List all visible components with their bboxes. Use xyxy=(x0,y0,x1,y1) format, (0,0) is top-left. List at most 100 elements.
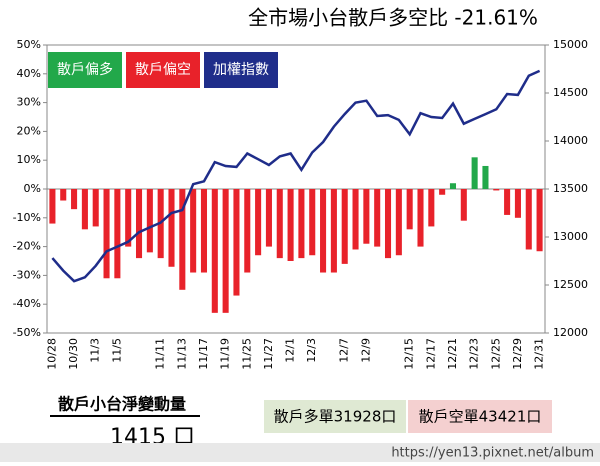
bar xyxy=(482,165,489,189)
bar xyxy=(449,183,457,189)
line xyxy=(51,69,541,283)
y-tick-label: 0% xyxy=(24,182,41,195)
x-tick-label: 11/5 xyxy=(110,338,123,363)
x-tick-label: 10/28 xyxy=(45,338,58,370)
bar xyxy=(352,189,359,250)
bar xyxy=(60,189,67,201)
bar xyxy=(233,189,240,296)
x-tick-label: 10/30 xyxy=(67,338,80,370)
bar xyxy=(255,189,262,256)
bar xyxy=(135,189,143,259)
y-tick-label: 30% xyxy=(17,96,41,109)
legend-label: 加權指數 xyxy=(213,62,269,78)
y-tick-label: -10% xyxy=(13,211,41,224)
bar xyxy=(493,189,500,191)
bar xyxy=(168,189,175,267)
bar xyxy=(125,189,132,247)
bar xyxy=(211,189,218,313)
bar xyxy=(514,189,521,218)
watermark: https://yen13.pixnet.net/album xyxy=(391,446,594,461)
y-tick-label: 10% xyxy=(17,153,41,166)
bar xyxy=(536,189,543,252)
bar xyxy=(504,189,511,215)
short-box xyxy=(408,400,552,433)
bar xyxy=(439,189,446,195)
bar xyxy=(363,189,370,244)
y-tick-label: 20% xyxy=(17,124,41,137)
watermark-band xyxy=(0,443,600,462)
bar xyxy=(471,157,478,189)
bar xyxy=(265,189,272,247)
x-tick-label: 12/31 xyxy=(533,338,546,370)
bar xyxy=(460,189,467,221)
bar xyxy=(417,189,424,247)
y2-tick-label: 14000 xyxy=(553,134,588,147)
x-tick-label: 12/15 xyxy=(403,338,416,370)
bar xyxy=(146,189,153,253)
bar xyxy=(190,189,197,273)
y-tick-label: -20% xyxy=(13,240,41,253)
bar xyxy=(71,189,78,210)
net-label: 散戶小台淨變動量 xyxy=(58,395,186,414)
bar xyxy=(428,189,435,227)
legend-swatch xyxy=(126,52,200,88)
y2-tick-label: 12000 xyxy=(553,326,588,339)
x-tick-label: 12/9 xyxy=(359,338,372,363)
y-tick-label: -50% xyxy=(13,326,41,339)
bar xyxy=(200,189,208,273)
legend-label: 散戶偏多 xyxy=(57,61,113,78)
bar xyxy=(244,189,251,273)
y2-tick-label: 12500 xyxy=(553,278,588,291)
bar xyxy=(103,189,110,279)
bar xyxy=(374,189,381,247)
x-tick-label: 12/1 xyxy=(284,338,297,363)
bar xyxy=(395,189,402,256)
x-tick-label: 11/11 xyxy=(154,338,167,370)
y-tick-label: 50% xyxy=(17,38,41,51)
x-tick-label: 12/21 xyxy=(446,338,459,370)
bar xyxy=(276,189,283,259)
x-tick-label: 11/17 xyxy=(197,338,210,370)
bar xyxy=(179,189,186,290)
bar xyxy=(81,189,88,230)
bar xyxy=(330,189,337,273)
bar xyxy=(384,189,392,259)
y2-tick-label: 15000 xyxy=(553,38,588,51)
long-box xyxy=(264,400,406,433)
long-text: 散戶多單31928口 xyxy=(274,408,397,426)
bar xyxy=(309,189,316,256)
y2-tick-label: 13000 xyxy=(553,230,588,243)
x-tick-label: 12/23 xyxy=(468,338,481,370)
x-tick-label: 11/19 xyxy=(219,338,232,370)
bar xyxy=(320,189,327,273)
y2-tick-label: 14500 xyxy=(553,86,588,99)
x-tick-label: 12/17 xyxy=(424,338,437,370)
y-tick-label: -40% xyxy=(13,297,41,310)
bar xyxy=(341,189,348,264)
bar xyxy=(287,189,294,261)
legend-label: 散戶偏空 xyxy=(135,62,191,78)
bar xyxy=(222,189,229,313)
bar xyxy=(525,189,532,250)
legend-swatch xyxy=(48,52,122,88)
x-tick-label: 12/29 xyxy=(511,338,524,370)
y-tick-label: -30% xyxy=(13,268,41,281)
x-tick-label: 11/13 xyxy=(175,338,188,370)
x-tick-label: 11/25 xyxy=(240,338,253,370)
x-tick-label: 12/7 xyxy=(338,338,351,363)
legend: 散戶偏多 散戶偏空 加權指數 xyxy=(48,52,278,88)
y-tick-label: 40% xyxy=(17,67,41,80)
x-tick-label: 12/25 xyxy=(489,338,502,370)
x-tick-label: 11/27 xyxy=(262,338,275,370)
bar xyxy=(114,189,121,279)
bar xyxy=(49,189,56,224)
chart-title: 全市場小台散戶多空比 -21.61% xyxy=(248,6,538,30)
x-tick-label: 12/3 xyxy=(305,338,318,363)
bar xyxy=(92,189,99,227)
bar xyxy=(298,189,305,259)
y2-tick-label: 13500 xyxy=(553,182,588,195)
short-text: 散戶空單43421口 xyxy=(419,408,542,426)
legend-swatch xyxy=(204,52,278,88)
x-tick-label: 11/3 xyxy=(89,338,102,363)
